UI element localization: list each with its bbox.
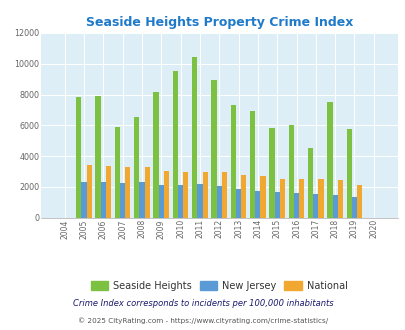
Bar <box>106 166 111 218</box>
Bar <box>221 172 226 218</box>
Bar <box>95 96 100 218</box>
Bar <box>356 185 361 218</box>
Bar <box>120 183 125 218</box>
Bar <box>173 71 177 218</box>
Bar <box>235 188 241 218</box>
Bar <box>86 165 92 218</box>
Bar <box>274 192 279 218</box>
Text: © 2025 CityRating.com - https://www.cityrating.com/crime-statistics/: © 2025 CityRating.com - https://www.city… <box>78 318 327 324</box>
Bar <box>313 194 318 218</box>
Title: Seaside Heights Property Crime Index: Seaside Heights Property Crime Index <box>85 16 352 29</box>
Bar <box>177 185 183 218</box>
Bar <box>197 184 202 218</box>
Bar <box>307 148 313 218</box>
Bar <box>260 176 265 218</box>
Bar <box>192 57 197 218</box>
Bar <box>351 197 356 218</box>
Bar <box>144 167 149 218</box>
Bar <box>288 125 293 218</box>
Bar <box>337 180 342 218</box>
Bar <box>216 186 221 218</box>
Bar <box>318 179 323 218</box>
Bar <box>81 182 86 218</box>
Bar <box>125 167 130 218</box>
Bar <box>346 129 351 218</box>
Bar <box>183 172 188 218</box>
Bar <box>211 80 216 218</box>
Bar <box>153 91 158 218</box>
Bar <box>76 97 81 218</box>
Bar <box>279 179 284 218</box>
Bar <box>230 105 235 218</box>
Bar <box>100 182 106 218</box>
Bar <box>164 171 169 218</box>
Bar <box>241 175 246 218</box>
Bar <box>158 185 164 218</box>
Bar <box>269 128 274 218</box>
Bar <box>326 102 332 218</box>
Bar <box>249 111 255 218</box>
Text: Crime Index corresponds to incidents per 100,000 inhabitants: Crime Index corresponds to incidents per… <box>72 299 333 308</box>
Bar <box>202 172 207 218</box>
Legend: Seaside Heights, New Jersey, National: Seaside Heights, New Jersey, National <box>88 278 350 294</box>
Bar <box>255 191 260 218</box>
Bar <box>298 179 304 218</box>
Bar <box>134 117 139 218</box>
Bar <box>332 195 337 218</box>
Bar <box>293 193 298 218</box>
Bar <box>115 127 120 218</box>
Bar <box>139 182 144 218</box>
